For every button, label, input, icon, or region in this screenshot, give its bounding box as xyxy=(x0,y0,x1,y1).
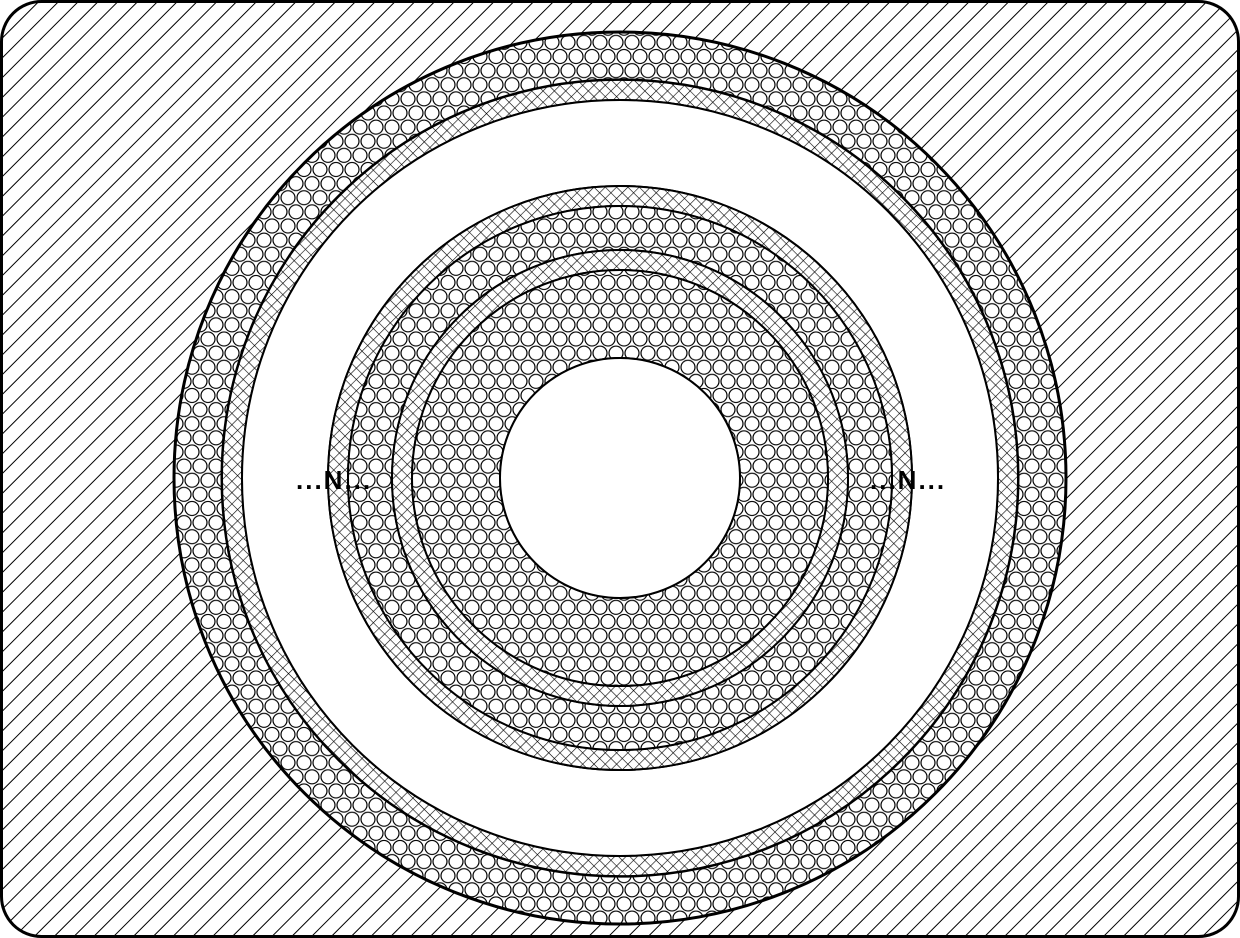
n-label-right: ...N... xyxy=(870,467,946,493)
core-white xyxy=(500,358,740,598)
n-label-left: ...N... xyxy=(296,467,372,493)
diagram-svg xyxy=(0,0,1240,938)
diagram-frame: ...N... ...N... xyxy=(0,0,1240,938)
